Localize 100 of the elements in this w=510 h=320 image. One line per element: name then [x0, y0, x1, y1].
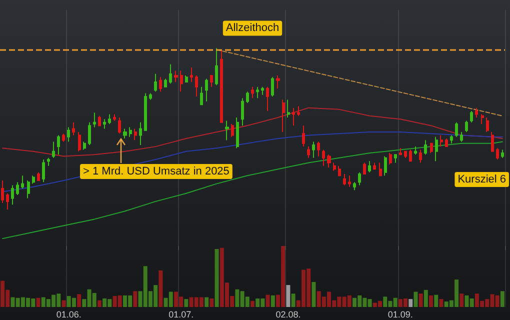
candlestick [118, 117, 121, 134]
candlestick [312, 141, 315, 158]
bar [434, 294, 438, 307]
bar [210, 298, 214, 307]
bar [62, 300, 66, 307]
candlestick [149, 92, 152, 100]
candlestick [379, 162, 382, 176]
candlestick [389, 152, 392, 165]
candlestick [62, 133, 65, 142]
candlestick [47, 157, 50, 166]
candlestick [399, 148, 402, 156]
candlestick [353, 182, 356, 191]
candlestick [164, 78, 167, 88]
candlestick [440, 134, 443, 148]
candlestick [154, 73, 157, 92]
candlestick [6, 192, 9, 210]
candlestick [108, 114, 111, 124]
candlestick [220, 49, 223, 123]
candlestick [414, 146, 417, 156]
candlestick [475, 107, 478, 118]
candlestick [210, 75, 213, 88]
candlestick [93, 112, 96, 128]
candlestick [327, 154, 331, 168]
candlestick [404, 150, 407, 158]
candlestick [185, 75, 188, 82]
candlestick [215, 48, 218, 86]
candlestick [271, 76, 274, 98]
candlestick [266, 86, 269, 112]
candlestick [129, 126, 132, 138]
candlestick [32, 175, 35, 184]
candlestick [88, 122, 91, 146]
candlestick [491, 132, 494, 152]
candlestick [338, 165, 341, 176]
candlestick [384, 156, 387, 176]
candlestick [113, 114, 116, 122]
candlestick [317, 141, 320, 157]
candlestick [67, 126, 70, 142]
candlestick [190, 66, 193, 82]
bar [36, 298, 40, 307]
bar [77, 294, 82, 307]
candlestick [496, 148, 499, 160]
candlestick [180, 70, 183, 92]
candlestick [430, 142, 433, 154]
bar [414, 292, 418, 307]
candlestick [246, 91, 249, 104]
candlestick [236, 117, 239, 149]
bar [418, 294, 423, 307]
candlestick [292, 107, 295, 126]
bar [312, 282, 316, 307]
candlestick [251, 86, 254, 99]
bar [424, 290, 428, 307]
candlestick [169, 64, 172, 84]
candlestick [134, 128, 137, 141]
bar [204, 297, 209, 307]
candlestick [333, 162, 336, 172]
candlestick [455, 122, 458, 138]
candlestick [287, 99, 290, 118]
bar [270, 295, 275, 307]
candlestick [343, 174, 346, 186]
candlestick [57, 134, 60, 156]
candlestick [445, 138, 448, 148]
candlestick [256, 86, 259, 99]
bar [250, 300, 254, 307]
bar [133, 291, 138, 307]
bar [460, 294, 464, 307]
candlestick [261, 86, 264, 96]
candlestick [225, 120, 229, 141]
x-tick-label: 02.08. [276, 310, 301, 320]
bar [500, 291, 504, 307]
x-tick-label: 01.09. [388, 310, 413, 320]
annotation: Kursziel 6 [458, 174, 506, 186]
bar [439, 299, 444, 307]
candlestick [501, 149, 504, 158]
candlestick [486, 117, 489, 133]
candlestick [394, 154, 397, 164]
candlestick [200, 86, 203, 106]
candlestick [83, 141, 86, 150]
bar [184, 299, 188, 307]
candlestick [159, 76, 162, 92]
candlestick [481, 114, 484, 124]
candlestick [231, 123, 234, 138]
candlestick [11, 184, 14, 206]
bar [429, 295, 434, 307]
candlestick [368, 160, 371, 173]
candlestick [144, 92, 147, 131]
candlestick [21, 175, 24, 190]
candlestick [16, 182, 19, 196]
ref-line-label: Allzeithoch [226, 22, 280, 34]
candlestick [276, 75, 280, 89]
candlestick [195, 75, 198, 98]
candlestick [363, 162, 366, 175]
candlestick [205, 78, 208, 102]
candlestick [465, 120, 468, 133]
candlestick [424, 140, 427, 156]
candlestick [307, 146, 310, 158]
candlestick [241, 98, 244, 126]
candlestick [470, 110, 473, 123]
x-tick-label: 01.06. [56, 310, 82, 320]
candlestick [358, 172, 361, 186]
bar [286, 285, 290, 307]
